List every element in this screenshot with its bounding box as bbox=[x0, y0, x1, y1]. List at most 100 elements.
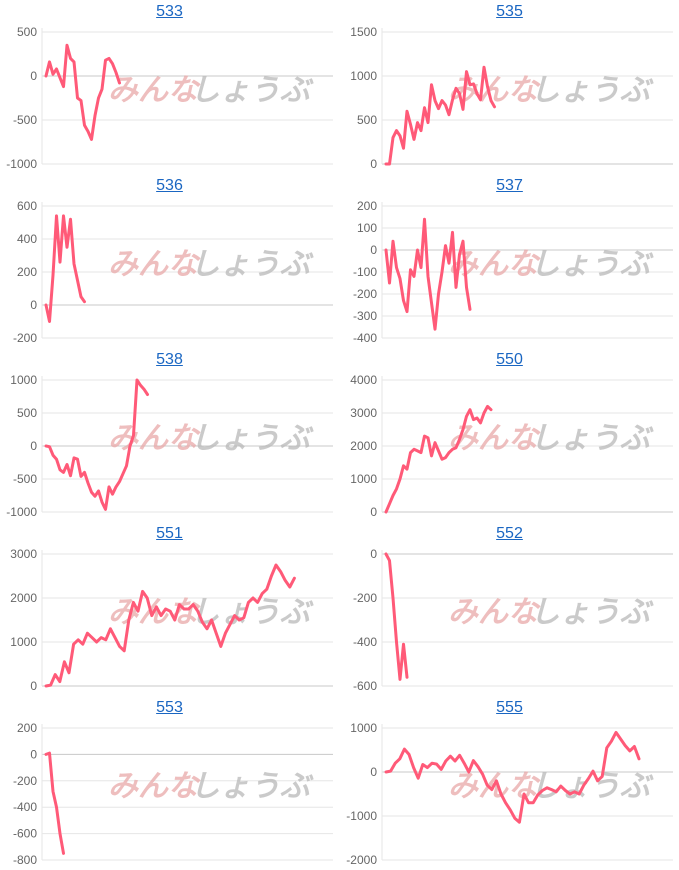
y-tick-label: 3000 bbox=[10, 547, 37, 561]
y-tick-label: 0 bbox=[30, 69, 37, 83]
chart-panel-537: 537 200 100 0 -100 -200 -300 -400 みんな しょうぶ bbox=[340, 174, 679, 348]
series-line bbox=[44, 563, 296, 688]
y-tick-label: -800 bbox=[13, 853, 37, 867]
chart-title-link[interactable]: 536 bbox=[156, 177, 183, 194]
y-tick-label: -200 bbox=[353, 287, 377, 301]
y-tick-label: -200 bbox=[353, 591, 377, 605]
y-tick-label: 0 bbox=[370, 157, 377, 171]
y-tick-label: -400 bbox=[353, 331, 377, 345]
svg-text:みんな: みんな bbox=[108, 247, 201, 282]
y-tick-label: -200 bbox=[13, 331, 37, 345]
svg-text:みんな: みんな bbox=[448, 595, 541, 630]
chart-panel-550: 550 4000 3000 2000 1000 0 みんな しょうぶ bbox=[340, 348, 679, 522]
chart-panel-533: 533 500 0 -500 -1000 みんな しょうぶ bbox=[0, 0, 339, 174]
y-tick-label: -1000 bbox=[6, 157, 37, 171]
y-tick-label: 0 bbox=[370, 765, 377, 779]
svg-text:みんな: みんな bbox=[448, 421, 541, 456]
y-tick-label: 1000 bbox=[10, 373, 37, 387]
chart-panel-536: 536 600 400 200 0 -200 みんな しょうぶ bbox=[0, 174, 339, 348]
chart-title-link[interactable]: 555 bbox=[496, 699, 523, 716]
series-line bbox=[44, 43, 121, 141]
y-tick-label: -500 bbox=[13, 113, 37, 127]
svg-text:みんな: みんな bbox=[108, 421, 201, 456]
chart-title-link[interactable]: 533 bbox=[156, 3, 183, 20]
y-tick-label: 3000 bbox=[350, 406, 377, 420]
y-tick-label: 400 bbox=[17, 232, 37, 246]
chart-panel-555: 555 1000 0 -1000 -2000 みんな しょうぶ bbox=[340, 696, 679, 870]
y-tick-label: -300 bbox=[353, 309, 377, 323]
chart-title-link[interactable]: 552 bbox=[496, 525, 523, 542]
svg-text:しょうぶ: しょうぶ bbox=[190, 421, 314, 456]
y-tick-label: 200 bbox=[17, 265, 37, 279]
y-tick-label: 500 bbox=[17, 406, 37, 420]
y-tick-label: 200 bbox=[357, 199, 377, 213]
chart-panel-551: 551 3000 2000 1000 0 みんな しょうぶ bbox=[0, 522, 339, 696]
y-tick-label: -500 bbox=[13, 472, 37, 486]
svg-text:みんな: みんな bbox=[108, 73, 201, 108]
y-tick-label: 1000 bbox=[350, 721, 377, 735]
y-tick-label: 500 bbox=[17, 25, 37, 39]
series-line bbox=[384, 730, 641, 824]
y-tick-label: 100 bbox=[357, 221, 377, 235]
y-tick-label: 500 bbox=[357, 113, 377, 127]
svg-text:みんな: みんな bbox=[448, 247, 541, 282]
series-line bbox=[384, 552, 409, 681]
y-tick-label: 200 bbox=[17, 721, 37, 735]
chart-title-link[interactable]: 551 bbox=[156, 525, 183, 542]
chart-panel-538: 538 1000 500 0 -500 -1000 みんな しょうぶ bbox=[0, 348, 339, 522]
svg-text:しょうぶ: しょうぶ bbox=[190, 247, 314, 282]
y-tick-label: -600 bbox=[353, 679, 377, 693]
y-tick-label: 0 bbox=[30, 679, 37, 693]
chart-panel-535: 535 1500 1000 500 0 みんな しょうぶ bbox=[340, 0, 679, 174]
series-line bbox=[44, 751, 65, 855]
chart-panel-553: 553 200 0 -200 -400 -600 -800 みんな しょうぶ bbox=[0, 696, 339, 870]
chart-title-link[interactable]: 535 bbox=[496, 3, 523, 20]
series-line bbox=[44, 378, 149, 511]
svg-text:みんな: みんな bbox=[108, 769, 201, 804]
y-tick-label: 600 bbox=[17, 199, 37, 213]
chart-panel-552: 552 0 -200 -400 -600 みんな しょうぶ bbox=[340, 522, 679, 696]
y-tick-label: 0 bbox=[30, 439, 37, 453]
y-tick-label: 2000 bbox=[10, 591, 37, 605]
y-tick-label: -2000 bbox=[346, 853, 377, 867]
svg-text:しょうぶ: しょうぶ bbox=[530, 247, 654, 282]
y-tick-label: -100 bbox=[353, 265, 377, 279]
chart-title-link[interactable]: 537 bbox=[496, 177, 523, 194]
y-tick-label: 0 bbox=[370, 243, 377, 257]
y-tick-label: 0 bbox=[370, 547, 377, 561]
svg-text:しょうぶ: しょうぶ bbox=[530, 421, 654, 456]
chart-title-link[interactable]: 550 bbox=[496, 351, 523, 368]
svg-text:しょうぶ: しょうぶ bbox=[190, 73, 314, 108]
chart-title-link[interactable]: 553 bbox=[156, 699, 183, 716]
svg-text:しょうぶ: しょうぶ bbox=[530, 73, 654, 108]
y-tick-label: -600 bbox=[13, 827, 37, 841]
chart-title-link[interactable]: 538 bbox=[156, 351, 183, 368]
y-tick-label: 1500 bbox=[350, 25, 377, 39]
y-tick-label: 2000 bbox=[350, 439, 377, 453]
series-line bbox=[384, 404, 493, 514]
y-tick-label: 1000 bbox=[10, 635, 37, 649]
y-tick-label: 0 bbox=[30, 747, 37, 761]
y-tick-label: 4000 bbox=[350, 373, 377, 387]
y-tick-label: -400 bbox=[353, 635, 377, 649]
y-tick-label: -400 bbox=[13, 800, 37, 814]
